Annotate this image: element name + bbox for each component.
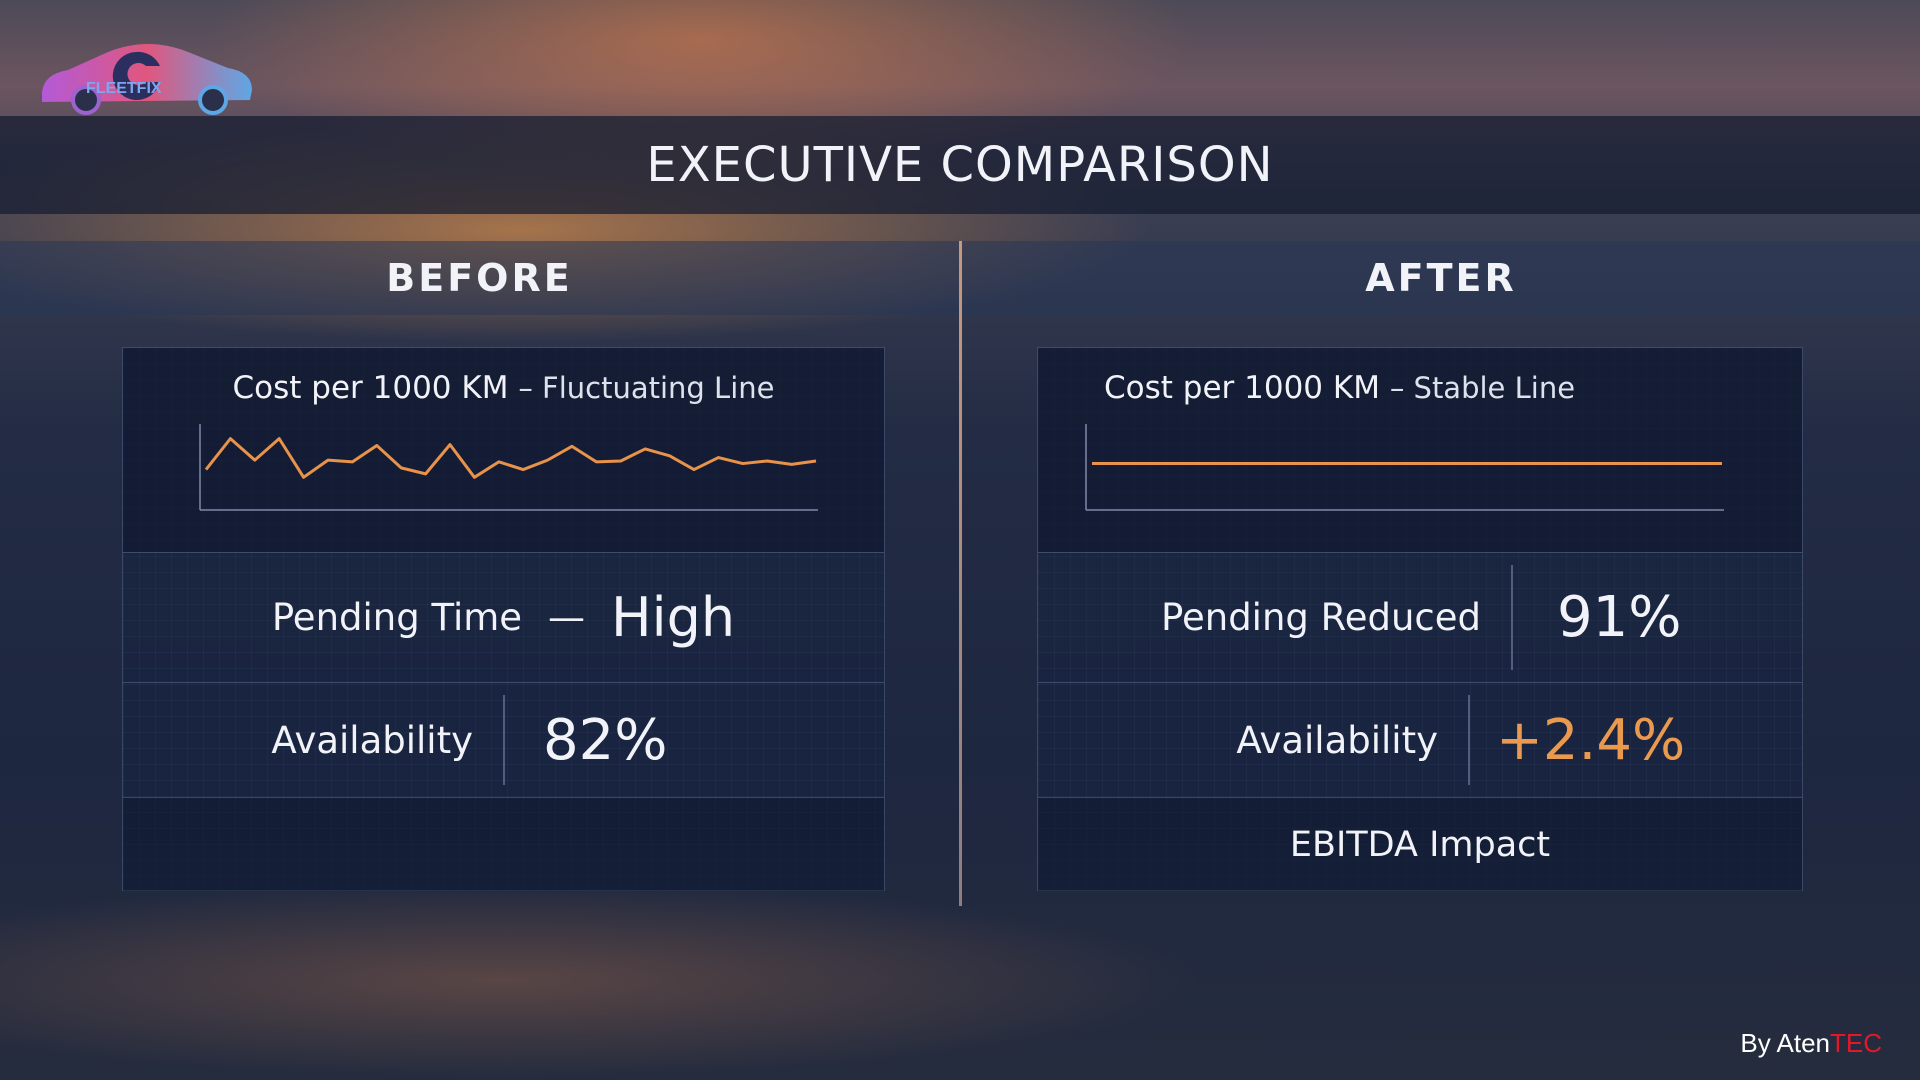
chart-title: Cost per 1000 KM – Stable Line <box>1104 370 1868 406</box>
pending-label: Pending Time <box>271 596 523 639</box>
before-chart-card: Cost per 1000 KM – Fluctuating Line <box>123 348 884 552</box>
pending-row: Pending Time — High <box>123 552 884 682</box>
chart-title-sub: – Fluctuating Line <box>518 371 775 405</box>
after-heading: AFTER <box>962 241 1920 315</box>
logo-icon <box>42 44 252 115</box>
availability-label: Availability <box>1236 718 1438 762</box>
availability-row: Availability +2.4% <box>1038 682 1802 797</box>
pending-value: High <box>611 586 736 649</box>
before-panel: Cost per 1000 KM – Fluctuating Line Pend… <box>122 347 885 891</box>
separator <box>1511 565 1513 670</box>
separator <box>503 695 505 785</box>
logo: FLEETFIX <box>38 30 268 122</box>
before-heading: BEFORE <box>0 241 959 315</box>
title: EXECUTIVE COMPARISON <box>0 116 1920 214</box>
empty-row <box>123 797 884 891</box>
after-panel: Cost per 1000 KM – Stable Line Pending R… <box>1037 347 1803 891</box>
chart-title-sub: – Stable Line <box>1389 371 1576 405</box>
availability-value: +2.4% <box>1496 707 1686 773</box>
chart-title-main: Cost per 1000 KM <box>232 370 509 406</box>
before-sparkline <box>199 424 818 511</box>
chart-title: Cost per 1000 KM – Fluctuating Line <box>123 370 884 406</box>
pending-row: Pending Reduced 91% <box>1038 552 1802 682</box>
line-series <box>204 437 817 479</box>
availability-value: 82% <box>543 707 668 773</box>
pending-label: Pending Reduced <box>1160 596 1481 639</box>
pending-value: 91% <box>1557 585 1682 650</box>
ebitda-label: EBITDA Impact <box>1289 824 1551 865</box>
chart-title-main: Cost per 1000 KM <box>1104 370 1380 406</box>
separator <box>1468 695 1470 785</box>
ebitda-row: EBITDA Impact <box>1038 797 1802 891</box>
logo-text: FLEETFIX <box>86 80 162 97</box>
footer-prefix: By Aten <box>1740 1028 1830 1058</box>
after-sparkline <box>1085 424 1724 511</box>
availability-row: Availability 82% <box>123 682 884 797</box>
footer: By AtenTEC <box>1740 1028 1882 1059</box>
divider <box>959 241 962 906</box>
availability-label: Availability <box>271 718 473 762</box>
after-chart-card: Cost per 1000 KM – Stable Line <box>1038 348 1802 552</box>
footer-accent: TEC <box>1830 1028 1882 1058</box>
pending-dash: — <box>548 596 586 639</box>
